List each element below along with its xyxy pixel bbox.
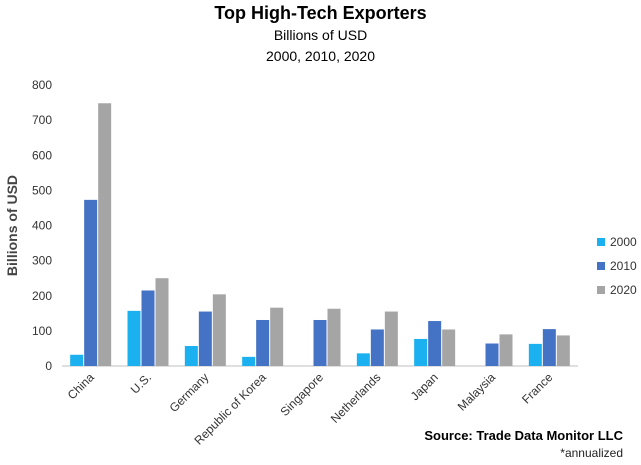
bar-2010-u-s: [141, 290, 155, 366]
x-tick-label: Singapore: [278, 370, 327, 419]
bar-2010-china: [84, 199, 98, 366]
legend-label-2020: 2020: [610, 283, 637, 297]
bar-2010-germany: [198, 311, 212, 366]
bar-2020-japan: [442, 329, 456, 366]
x-tick-label: Netherlands: [328, 370, 384, 426]
bar-2000-netherlands: [356, 353, 370, 366]
legend-swatch-2000: [597, 238, 605, 246]
y-tick-label: 600: [32, 148, 52, 162]
x-tick-label: France: [519, 370, 556, 407]
bar-2000-france: [528, 343, 542, 366]
bar-2000-republic-of-korea: [242, 356, 256, 366]
legend-swatch-2020: [597, 286, 605, 294]
bar-2020-germany: [212, 294, 226, 366]
bar-2020-china: [98, 103, 112, 366]
y-tick-label: 700: [32, 113, 52, 127]
bar-2020-france: [556, 335, 570, 366]
bar-2000-u-s: [127, 310, 141, 366]
chart-years-subtitle: 2000, 2010, 2020: [266, 48, 375, 64]
bar-2020-u-s: [155, 278, 169, 366]
x-tick-label: China: [65, 370, 97, 402]
x-tick-label: Germany: [167, 370, 212, 415]
bar-2000-japan: [414, 338, 428, 366]
source-note: Source: Trade Data Monitor LLC: [424, 428, 623, 443]
y-tick-label: 200: [32, 289, 52, 303]
chart-subtitle: Billions of USD: [273, 27, 368, 43]
bar-2000-germany: [184, 345, 198, 366]
chart-title: Top High-Tech Exporters: [214, 3, 427, 23]
legend-label-2000: 2000: [610, 235, 637, 249]
legend-swatch-2010: [597, 262, 605, 270]
x-tick-label: Malaysia: [455, 370, 499, 414]
y-tick-label: 400: [32, 219, 52, 233]
y-tick-label: 800: [32, 78, 52, 92]
x-tick-label: U.S.: [128, 370, 154, 396]
bar-2020-malaysia: [499, 334, 513, 366]
bar-2000-china: [70, 354, 84, 366]
bar-2010-france: [542, 329, 556, 366]
bar-2020-netherlands: [384, 311, 398, 366]
bar-2020-republic-of-korea: [270, 307, 284, 366]
footnote: *annualized: [560, 446, 623, 460]
x-tick-label: Japan: [408, 370, 441, 403]
y-tick-label: 500: [32, 183, 52, 197]
bar-2010-malaysia: [485, 343, 499, 366]
bar-2010-singapore: [313, 319, 327, 366]
bar-2020-singapore: [327, 308, 341, 366]
legend-label-2010: 2010: [610, 259, 637, 273]
bar-2010-republic-of-korea: [256, 319, 270, 366]
y-tick-label: 0: [45, 359, 52, 373]
y-tick-label: 100: [32, 324, 52, 338]
y-axis-title: Billions of USD: [4, 175, 20, 276]
y-tick-label: 300: [32, 254, 52, 268]
bar-2010-netherlands: [370, 329, 384, 366]
bar-2010-japan: [428, 321, 442, 366]
